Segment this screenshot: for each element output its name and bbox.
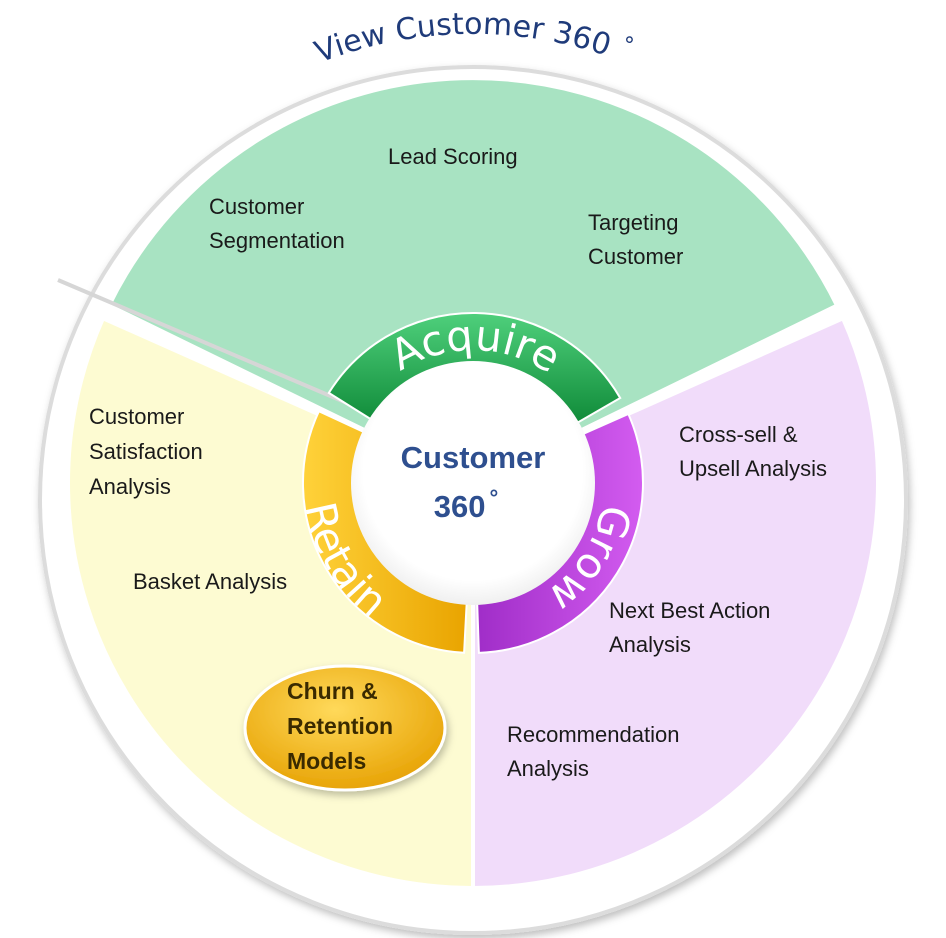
customer-segmentation-label: Customer Segmentation [209,194,345,253]
churn-retention-label: Churn & Retention Models [287,678,399,774]
hub-title: Customer [401,440,546,475]
lead-scoring-label: Lead Scoring [388,144,518,169]
segment-divider [57,278,369,414]
acquire-segment [106,76,840,486]
hub-number: 360 ° [434,485,499,524]
title-text: View Customer 360 ° [310,7,636,71]
churn-retention-badge[interactable] [243,664,447,792]
cross-sell-upsell-label: Cross-sell & Upsell Analysis [679,422,827,481]
recommendation-analysis-label: Recommendation Analysis [507,722,686,781]
hub-circle [351,361,595,605]
targeting-customer-label: Targeting Customer [588,210,685,269]
basket-analysis-label: Basket Analysis [133,569,287,594]
next-best-action-label: Next Best Action Analysis [609,598,777,657]
customer-satisfaction-label: Customer Satisfaction Analysis [89,404,209,499]
